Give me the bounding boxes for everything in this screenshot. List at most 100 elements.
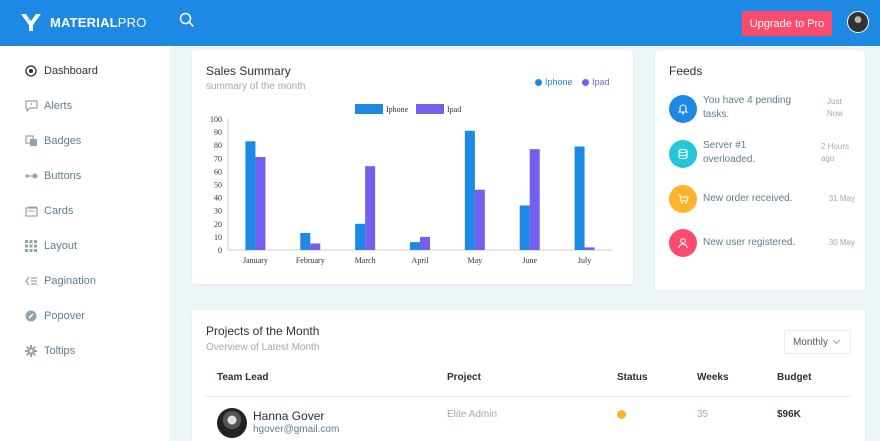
y-tick-label: 70 (214, 154, 222, 163)
y-tick-label: 20 (214, 220, 222, 229)
server-icon (669, 140, 697, 168)
feed-text: New order received. (703, 193, 793, 204)
chart-legend-swatch (416, 104, 444, 114)
card-icon (24, 204, 38, 218)
badge-icon (24, 134, 38, 148)
feed-time: 2 Hours ago (821, 142, 850, 163)
sidebar-item-label: Layout (44, 240, 78, 252)
feed-item[interactable]: You have 4 pending tasks. Just Now (669, 94, 855, 124)
tooltip-icon (24, 344, 38, 358)
feed-time: 31 May (828, 194, 855, 203)
sidebar-item-label: Badges (44, 135, 82, 147)
bar-iphone (410, 242, 420, 250)
popover-icon (24, 309, 38, 323)
col-header-weeks: Weeks (697, 372, 729, 383)
feed-item[interactable]: New user registered. 30 May (669, 228, 855, 258)
sidebar: Dashboard Alerts Badges Buttons Cards La… (0, 46, 170, 441)
x-tick-label: April (412, 256, 430, 265)
bar-ipad (365, 166, 376, 250)
x-tick-label: March (355, 256, 376, 265)
search-icon[interactable] (178, 11, 196, 29)
sidebar-item-pagination[interactable]: Pagination (24, 272, 96, 290)
bar-ipad (584, 247, 595, 250)
bar-ipad (255, 156, 266, 250)
sales-subtitle: summary of the month (206, 81, 306, 92)
budget-value: $96K (777, 409, 801, 420)
chart-legend-label: Iphone (386, 105, 409, 114)
bar-iphone (574, 146, 585, 250)
dashboard-icon (24, 64, 38, 78)
feed-text: You have 4 pending tasks. (703, 95, 792, 120)
pagination-icon (24, 274, 38, 288)
y-tick-label: 30 (214, 207, 222, 216)
y-tick-label: 80 (214, 141, 222, 150)
feeds-title: Feeds (669, 64, 703, 78)
lead-name: Hanna Gover (253, 409, 325, 423)
legend-ipad-label: Ipad (592, 77, 610, 87)
feed-text: Server #1 overloaded. (703, 140, 756, 165)
avatar (217, 408, 247, 438)
user-icon (669, 229, 697, 257)
upgrade-button[interactable]: Upgrade to Pro (742, 11, 832, 36)
weeks-value: 35 (697, 409, 709, 420)
legend-iphone: Iphone (535, 77, 573, 87)
logo[interactable]: MATERIALPRO (20, 12, 147, 32)
bar-iphone (300, 232, 311, 250)
bar-iphone (245, 141, 256, 250)
month-select[interactable]: Monthly (784, 330, 851, 354)
bell-icon (669, 95, 697, 123)
bar-ipad (420, 236, 430, 250)
logo-icon (21, 14, 41, 31)
sidebar-item-toltips[interactable]: Toltips (24, 342, 75, 360)
lead-email: hgover@gmail.com (253, 424, 340, 435)
sidebar-item-label: Buttons (44, 170, 82, 182)
bar-iphone (464, 130, 475, 250)
col-header-team-lead: Team Lead (217, 372, 269, 383)
col-header-status: Status (617, 372, 648, 383)
sidebar-item-buttons[interactable]: Buttons (24, 167, 81, 185)
y-tick-label: 90 (214, 128, 222, 137)
avatar[interactable] (847, 11, 869, 33)
topbar: MATERIALPRO Upgrade to Pro (0, 0, 880, 46)
table-divider (204, 396, 852, 397)
alert-icon (24, 99, 38, 113)
feed-item[interactable]: New order received. 31 May (669, 184, 855, 214)
bar-iphone (355, 223, 366, 250)
y-tick-label: 0 (218, 246, 222, 255)
sidebar-item-cards[interactable]: Cards (24, 202, 73, 220)
sidebar-item-label: Alerts (44, 100, 73, 112)
feed-time: 30 May (828, 238, 855, 247)
feed-item[interactable]: Server #1 overloaded. 2 Hours ago (669, 139, 855, 169)
project-name: Elite Admin (447, 409, 498, 420)
sales-summary-card: Sales Summary summary of the month Iphon… (192, 50, 633, 284)
feed-text: New user registered. (703, 237, 796, 248)
x-tick-label: May (468, 256, 483, 265)
button-icon (24, 169, 38, 183)
chart-legend-swatch (355, 104, 383, 114)
sidebar-item-label: Toltips (44, 345, 76, 357)
bar-ipad (310, 243, 321, 250)
sidebar-item-label: Dashboard (44, 65, 98, 77)
chevron-down-icon (832, 339, 841, 345)
projects-card: Projects of the Month Overview of Latest… (192, 310, 865, 441)
projects-title: Projects of the Month (206, 324, 320, 338)
x-tick-label: July (578, 256, 591, 265)
month-select-value: Monthly (793, 336, 829, 348)
sidebar-item-alerts[interactable]: Alerts (24, 97, 72, 115)
y-tick-label: 60 (214, 167, 222, 176)
sidebar-item-popover[interactable]: Popover (24, 307, 85, 325)
sidebar-item-label: Cards (44, 205, 74, 217)
sidebar-item-dashboard[interactable]: Dashboard (24, 62, 98, 80)
col-header-project: Project (447, 372, 481, 383)
sidebar-item-badges[interactable]: Badges (24, 132, 81, 150)
sidebar-item-label: Pagination (44, 275, 96, 287)
bar-ipad (529, 149, 540, 250)
bar-iphone (519, 205, 530, 250)
status-badge (617, 410, 626, 419)
feeds-card: Feeds You have 4 pending tasks. Just Now S… (655, 50, 865, 290)
legend-ipad: Ipad (582, 77, 610, 87)
x-tick-label: January (243, 256, 268, 265)
sidebar-item-layout[interactable]: Layout (24, 237, 77, 255)
cart-icon (669, 185, 697, 213)
sales-chart: Iphone Ipad 0 10 20 30 40 50 60 70 80 90 100 January F… (210, 104, 612, 265)
